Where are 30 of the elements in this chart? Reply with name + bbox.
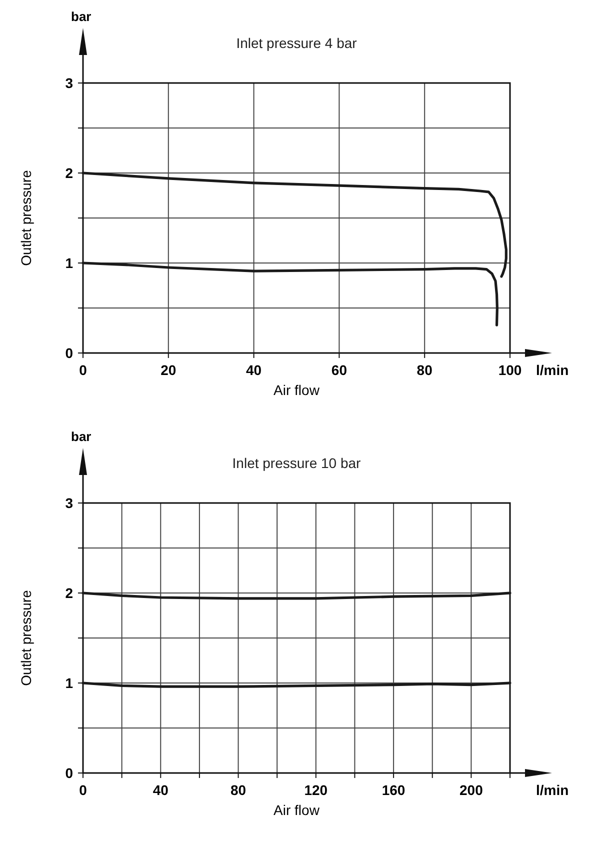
x-tick-label: 0 xyxy=(79,362,88,378)
y-tick-label: 2 xyxy=(65,164,74,181)
y-tick-label: 2 xyxy=(65,584,74,601)
x-tick-label: 80 xyxy=(230,782,246,798)
text: l/min xyxy=(536,362,569,378)
x-tick-label: 0 xyxy=(79,782,88,798)
y-tick-label: 3 xyxy=(65,494,74,511)
x-tick-label: 80 xyxy=(416,362,433,378)
x-axis-title: Air flow xyxy=(274,802,320,818)
x-tick-label: 60 xyxy=(331,362,348,378)
y-tick-label: 0 xyxy=(65,764,74,781)
y-tick-label: 1 xyxy=(65,254,74,271)
x-tick-label: 20 xyxy=(160,362,176,378)
x-axis-title: Air flow xyxy=(274,382,320,398)
x-tick-label: 40 xyxy=(152,782,169,798)
y-tick-label: 3 xyxy=(65,74,74,91)
y-tick-label: 0 xyxy=(65,344,74,361)
text: bar xyxy=(71,429,92,444)
text: bar xyxy=(71,9,92,24)
y-tick-label: 1 xyxy=(65,674,74,691)
x-tick-label: 100 xyxy=(498,362,522,378)
x-tick-label: 200 xyxy=(460,782,484,798)
chart-title: Inlet pressure 10 bar xyxy=(232,455,362,471)
chart-title: Inlet pressure 4 bar xyxy=(236,35,358,51)
y-axis-title: Outlet pressure xyxy=(18,170,34,266)
x-tick-label: 120 xyxy=(304,782,328,798)
x-tick-label: 40 xyxy=(246,362,262,378)
text: l/min xyxy=(536,782,569,798)
x-tick-label: 160 xyxy=(382,782,406,798)
y-axis-title: Outlet pressure xyxy=(18,590,34,686)
